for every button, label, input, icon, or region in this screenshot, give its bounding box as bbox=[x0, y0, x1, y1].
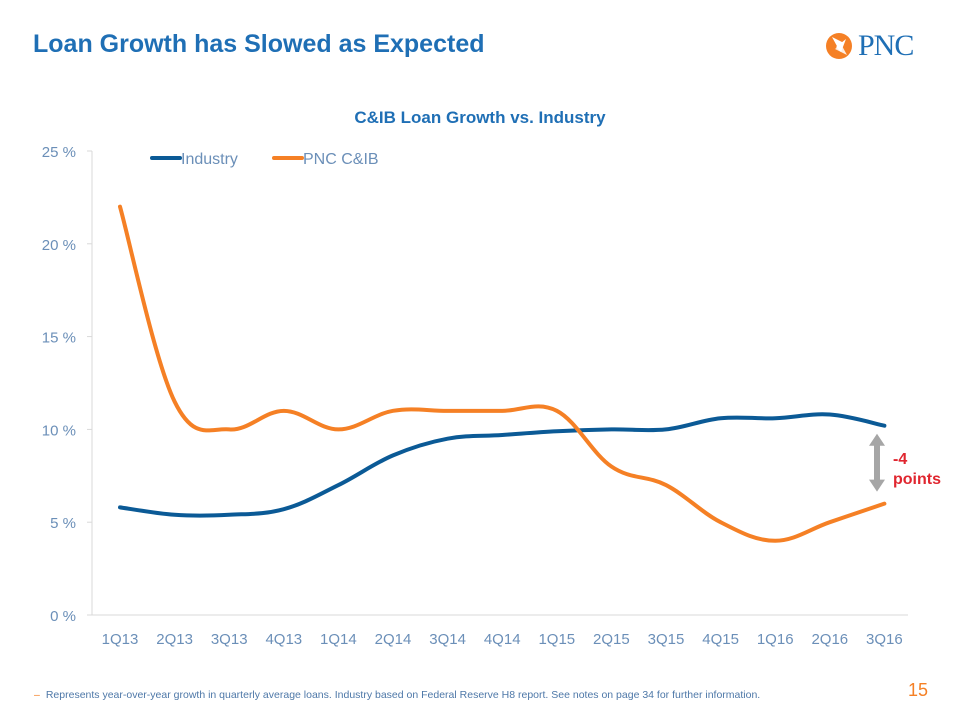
x-tick-label: 2Q14 bbox=[375, 631, 412, 648]
x-tick-label: 2Q15 bbox=[593, 631, 630, 648]
gap-arrow-up-head bbox=[869, 433, 885, 446]
x-tick-label: 1Q13 bbox=[102, 631, 139, 648]
series-line-pnc-cib bbox=[118, 204, 887, 543]
pnc-logo-icon bbox=[826, 33, 852, 59]
x-tick-label: 4Q13 bbox=[265, 631, 302, 648]
x-tick-label: 3Q14 bbox=[429, 631, 466, 648]
slide-title: Loan Growth has Slowed as Expected bbox=[33, 30, 485, 58]
y-tick-label: 25 % bbox=[42, 144, 76, 161]
x-tick-label: 2Q16 bbox=[811, 631, 848, 648]
x-tick-label: 3Q13 bbox=[211, 631, 248, 648]
x-tick-label: 1Q16 bbox=[757, 631, 794, 648]
legend-label: PNC C&IB bbox=[303, 151, 379, 168]
gap-annotation-line1: -4 bbox=[893, 451, 907, 468]
x-tick-label: 1Q14 bbox=[320, 631, 357, 648]
y-tick-label: 5 % bbox=[50, 515, 76, 532]
footnote-text: Represents year-over-year growth in quar… bbox=[45, 689, 761, 701]
x-tick-label: 2Q13 bbox=[156, 631, 193, 648]
gap-arrow-down-head bbox=[869, 479, 885, 492]
page-number: 15 bbox=[908, 680, 929, 700]
y-tick-label: 15 % bbox=[42, 330, 76, 347]
x-tick-label: 1Q15 bbox=[538, 631, 575, 648]
x-tick-label: 3Q16 bbox=[866, 631, 903, 648]
footnote-dash: – bbox=[34, 689, 40, 701]
series-line-industry bbox=[118, 412, 887, 518]
pnc-logo-text: PNC bbox=[858, 29, 914, 62]
footnote: – Represents year-over-year growth in qua… bbox=[34, 689, 760, 701]
legend-label: Industry bbox=[181, 151, 238, 168]
chart-title: C&IB Loan Growth vs. Industry bbox=[354, 108, 606, 127]
y-tick-label: 0 % bbox=[50, 608, 76, 625]
x-tick-label: 4Q14 bbox=[484, 631, 521, 648]
gap-annotation-line2: points bbox=[893, 471, 941, 488]
y-tick-label: 10 % bbox=[42, 422, 76, 439]
loan-growth-chart: C&IB Loan Growth vs. Industry 0 % 5 % 10 % 1… bbox=[42, 108, 941, 648]
y-tick-label: 20 % bbox=[42, 237, 76, 254]
x-tick-label: 3Q15 bbox=[648, 631, 685, 648]
x-tick-label: 4Q15 bbox=[702, 631, 739, 648]
